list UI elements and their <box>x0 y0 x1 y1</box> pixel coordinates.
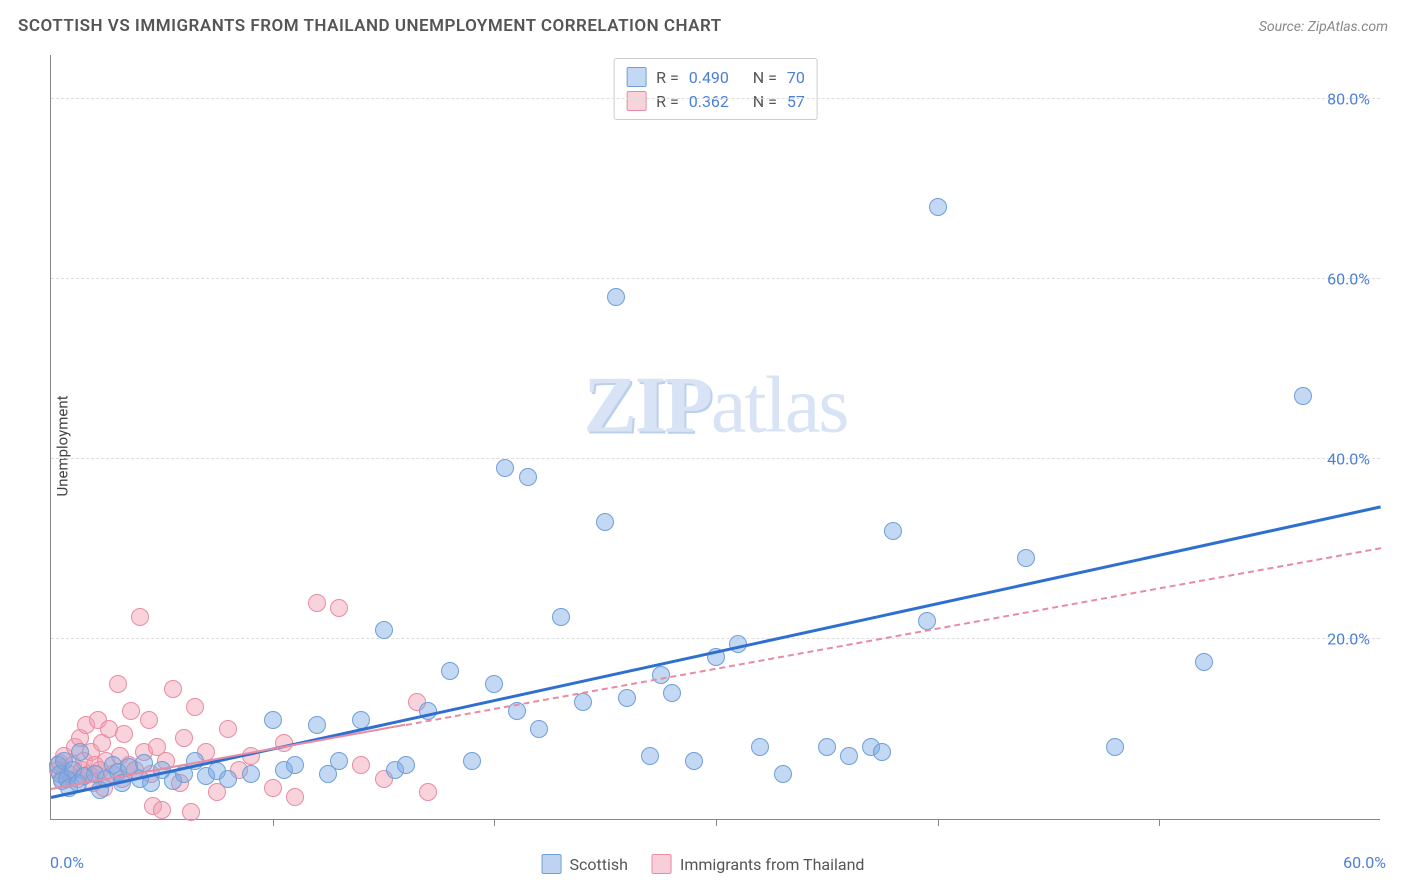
data-point <box>330 599 348 617</box>
series-legend-item: Immigrants from Thailand <box>652 854 864 874</box>
legend-swatch <box>626 67 646 87</box>
gridline <box>51 638 1380 639</box>
data-point <box>219 770 237 788</box>
data-point <box>109 675 127 693</box>
correlation-legend-row: R = 0.490 N = 70 <box>626 65 805 89</box>
gridline <box>51 458 1380 459</box>
data-point <box>164 680 182 698</box>
x-tick <box>716 819 717 826</box>
data-point <box>685 752 703 770</box>
data-point <box>751 738 769 756</box>
y-tick-label: 40.0% <box>1327 450 1370 469</box>
data-point <box>219 720 237 738</box>
series-legend: Scottish Immigrants from Thailand <box>542 854 865 874</box>
data-point <box>929 198 947 216</box>
correlation-legend-row: R = 0.362 N = 57 <box>626 89 805 113</box>
data-point <box>131 608 149 626</box>
watermark: ZIPatlas <box>584 361 848 452</box>
x-tick <box>938 819 939 826</box>
data-point <box>552 608 570 626</box>
data-point <box>641 747 659 765</box>
series-legend-item: Scottish <box>542 854 628 874</box>
legend-n-value: 70 <box>787 68 805 87</box>
data-point <box>182 803 200 821</box>
data-point <box>264 711 282 729</box>
legend-n-label: N = <box>753 68 777 87</box>
y-tick-label: 20.0% <box>1327 630 1370 649</box>
data-point <box>115 725 133 743</box>
trend-line <box>405 547 1381 726</box>
data-point <box>308 594 326 612</box>
data-point <box>186 698 204 716</box>
gridline <box>51 98 1380 99</box>
data-point <box>264 779 282 797</box>
legend-r-label: R = <box>656 68 679 87</box>
data-point <box>375 621 393 639</box>
legend-n-value: 57 <box>787 92 805 111</box>
data-point <box>530 720 548 738</box>
data-point <box>607 288 625 306</box>
data-point <box>1106 738 1124 756</box>
x-axis-max-label: 60.0% <box>1343 853 1386 872</box>
trend-line <box>51 506 1382 800</box>
data-point <box>286 756 304 774</box>
chart-header: SCOTTISH VS IMMIGRANTS FROM THAILAND UNE… <box>18 16 1388 36</box>
legend-r-value: 0.490 <box>689 68 743 87</box>
y-tick-label: 60.0% <box>1327 270 1370 289</box>
data-point <box>652 666 670 684</box>
data-point <box>1195 653 1213 671</box>
data-point <box>884 522 902 540</box>
data-point <box>618 689 636 707</box>
data-point <box>242 765 260 783</box>
legend-n-label: N = <box>753 92 777 111</box>
data-point <box>153 801 171 819</box>
data-point <box>71 743 89 761</box>
data-point <box>140 711 158 729</box>
data-point <box>873 743 891 761</box>
x-tick <box>494 819 495 826</box>
data-point <box>463 752 481 770</box>
data-point <box>286 788 304 806</box>
x-tick <box>273 819 274 826</box>
data-point <box>330 752 348 770</box>
data-point <box>663 684 681 702</box>
legend-swatch <box>542 854 562 874</box>
y-tick-label: 80.0% <box>1327 90 1370 109</box>
series-legend-label: Immigrants from Thailand <box>680 855 864 874</box>
legend-swatch <box>652 854 672 874</box>
series-legend-label: Scottish <box>570 855 628 874</box>
data-point <box>308 716 326 734</box>
chart-title: SCOTTISH VS IMMIGRANTS FROM THAILAND UNE… <box>18 16 722 36</box>
legend-swatch <box>626 91 646 111</box>
legend-r-value: 0.362 <box>689 92 743 111</box>
data-point <box>596 513 614 531</box>
data-point <box>840 747 858 765</box>
source-label: Source: ZipAtlas.com <box>1259 19 1388 35</box>
data-point <box>1017 549 1035 567</box>
data-point <box>441 662 459 680</box>
data-point <box>519 468 537 486</box>
data-point <box>774 765 792 783</box>
data-point <box>419 783 437 801</box>
data-point <box>397 756 415 774</box>
x-axis-min-label: 0.0% <box>50 853 84 872</box>
x-tick <box>1159 819 1160 826</box>
data-point <box>496 459 514 477</box>
legend-r-label: R = <box>656 92 679 111</box>
data-point <box>818 738 836 756</box>
gridline <box>51 278 1380 279</box>
data-point <box>175 729 193 747</box>
data-point <box>1294 387 1312 405</box>
scatter-plot: ZIPatlas R = 0.490 N = 70 R = 0.362 N = 57 20.0… <box>50 55 1380 820</box>
data-point <box>485 675 503 693</box>
data-point <box>574 693 592 711</box>
data-point <box>122 702 140 720</box>
correlation-legend: R = 0.490 N = 70 R = 0.362 N = 57 <box>613 58 818 120</box>
data-point <box>352 756 370 774</box>
